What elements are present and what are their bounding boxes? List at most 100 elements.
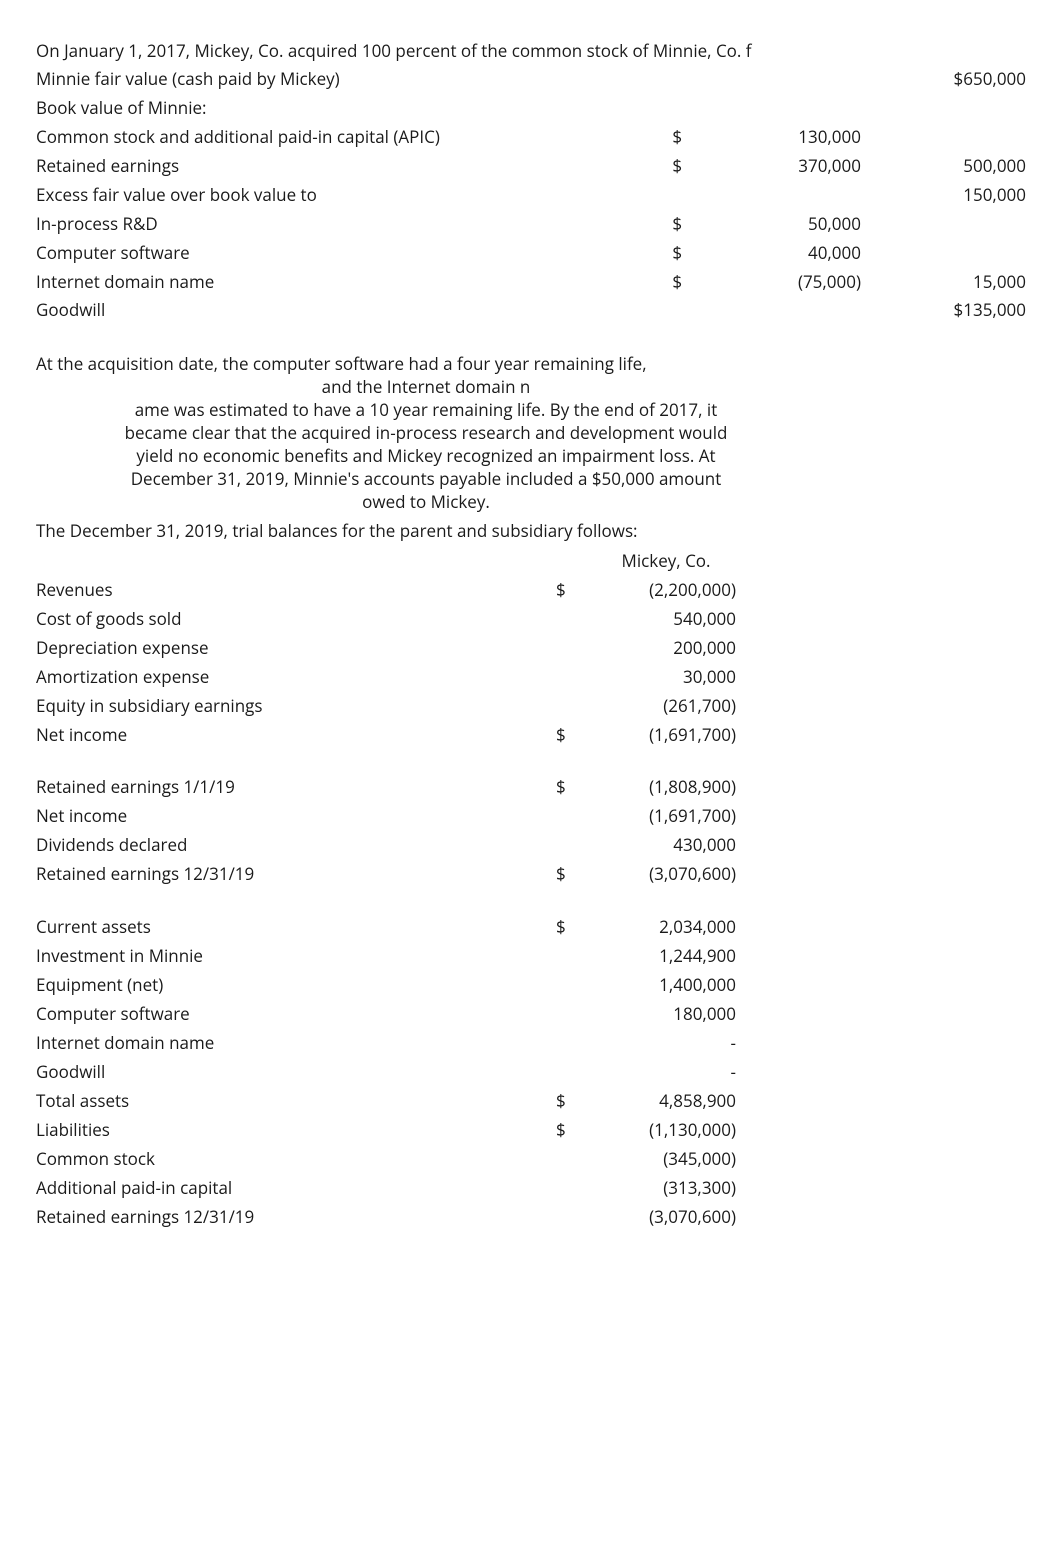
tb-row-amt: 30,000 xyxy=(596,663,736,692)
tb-row-cur: $ xyxy=(556,773,596,802)
tb-row-label: Revenues xyxy=(36,576,556,605)
alloc-row-label: Goodwill xyxy=(36,296,672,325)
tb-row-amt: (1,808,900) xyxy=(596,773,736,802)
alloc-row-amt: 40,000 xyxy=(720,239,861,268)
fv-label: Minnie fair value (cash paid by Mickey) xyxy=(36,65,672,94)
narrative-p2e: owed to Mickey. xyxy=(36,491,816,514)
tb-row-amt: (3,070,600) xyxy=(596,860,736,889)
tb-row-label: Common stock xyxy=(36,1145,556,1174)
tb-row-amt: 1,244,900 xyxy=(596,942,736,971)
bv-row-tot: 500,000 xyxy=(861,152,1026,181)
tb-row-amt: (1,691,700) xyxy=(596,721,736,750)
tb-row-amt: - xyxy=(596,1058,736,1087)
alloc-row-tot: 15,000 xyxy=(861,268,1026,297)
alloc-row-cur: $ xyxy=(672,239,719,268)
tb-row-label: Liabilities xyxy=(36,1116,556,1145)
tb-row-amt: (345,000) xyxy=(596,1145,736,1174)
narrative-p2a: ame was estimated to have a 10 year rema… xyxy=(36,399,816,422)
alloc-row-amt xyxy=(720,296,861,325)
tb-row-amt: 540,000 xyxy=(596,605,736,634)
tb-row-label: Net income xyxy=(36,721,556,750)
excess-label: Excess fair value over book value to xyxy=(36,181,672,210)
tb-row-cur: $ xyxy=(556,576,596,605)
narrative-p2c: yield no economic benefits and Mickey re… xyxy=(36,445,816,468)
tb-row-amt: 1,400,000 xyxy=(596,971,736,1000)
tb-row-amt: 430,000 xyxy=(596,831,736,860)
alloc-row-label: Computer software xyxy=(36,239,672,268)
narrative-p1a: At the acquisition date, the computer so… xyxy=(36,353,1026,376)
tb-row-label: Investment in Minnie xyxy=(36,942,556,971)
bv-row-cur: $ xyxy=(672,152,719,181)
acquisition-table: Minnie fair value (cash paid by Mickey) … xyxy=(36,65,1026,325)
alloc-row-amt: (75,000) xyxy=(720,268,861,297)
tb-row-cur xyxy=(556,1203,596,1232)
tb-row-label: Current assets xyxy=(36,913,556,942)
narrative-p3: The December 31, 2019, trial balances fo… xyxy=(36,520,1026,543)
intro-line1: On January 1, 2017, Mickey, Co. acquired… xyxy=(36,40,1026,63)
narrative-p1b: and the Internet domain n xyxy=(36,376,816,399)
tb-row-cur xyxy=(556,942,596,971)
tb-row-label: Internet domain name xyxy=(36,1029,556,1058)
tb-row-amt: (3,070,600) xyxy=(596,1203,736,1232)
tb-row-label: Additional paid-in capital xyxy=(36,1174,556,1203)
tb-row-cur xyxy=(556,1029,596,1058)
tb-row-label: Retained earnings 12/31/19 xyxy=(36,860,556,889)
alloc-row-cur: $ xyxy=(672,268,719,297)
excess-tot: 150,000 xyxy=(861,181,1026,210)
tb-row-cur: $ xyxy=(556,721,596,750)
tb-row-label: Equity in subsidiary earnings xyxy=(36,692,556,721)
tb-row-cur: $ xyxy=(556,860,596,889)
tb-row-cur xyxy=(556,802,596,831)
tb-row-label: Dividends declared xyxy=(36,831,556,860)
tb-row-label: Net income xyxy=(36,802,556,831)
bv-label: Book value of Minnie: xyxy=(36,94,672,123)
trial-balance-table: Mickey, Co. Revenues$(2,200,000)Cost of … xyxy=(36,547,736,1232)
bv-row-cur: $ xyxy=(672,123,719,152)
tb-row-label: Amortization expense xyxy=(36,663,556,692)
tb-row-amt: - xyxy=(596,1029,736,1058)
tb-row-amt: (261,700) xyxy=(596,692,736,721)
alloc-row-tot xyxy=(861,210,1026,239)
tb-row-cur xyxy=(556,1145,596,1174)
tb-row-label: Depreciation expense xyxy=(36,634,556,663)
bv-row-label: Retained earnings xyxy=(36,152,672,181)
tb-row-label: Total assets xyxy=(36,1087,556,1116)
tb-row-label: Equipment (net) xyxy=(36,971,556,1000)
tb-row-amt: (313,300) xyxy=(596,1174,736,1203)
alloc-row-cur: $ xyxy=(672,210,719,239)
tb-row-cur: $ xyxy=(556,1116,596,1145)
tb-row-cur: $ xyxy=(556,913,596,942)
tb-row-cur xyxy=(556,1058,596,1087)
tb-row-amt: (2,200,000) xyxy=(596,576,736,605)
tb-row-cur xyxy=(556,634,596,663)
tb-row-cur xyxy=(556,663,596,692)
tb-row-cur xyxy=(556,605,596,634)
tb-row-cur xyxy=(556,1000,596,1029)
narrative-p2d: December 31, 2019, Minnie's accounts pay… xyxy=(36,468,816,491)
bv-row-amt: 370,000 xyxy=(720,152,861,181)
alloc-row-tot xyxy=(861,239,1026,268)
tb-row-label: Retained earnings 1/1/19 xyxy=(36,773,556,802)
tb-row-label: Retained earnings 12/31/19 xyxy=(36,1203,556,1232)
tb-row-amt: 4,858,900 xyxy=(596,1087,736,1116)
tb-header: Mickey, Co. xyxy=(596,547,736,576)
tb-row-cur xyxy=(556,971,596,1000)
tb-row-cur xyxy=(556,831,596,860)
alloc-row-tot: $135,000 xyxy=(861,296,1026,325)
tb-row-amt: 200,000 xyxy=(596,634,736,663)
tb-row-amt: 2,034,000 xyxy=(596,913,736,942)
narrative-p2b: became clear that the acquired in-proces… xyxy=(36,422,816,445)
alloc-row-label: Internet domain name xyxy=(36,268,672,297)
tb-row-label: Goodwill xyxy=(36,1058,556,1087)
fv-amount: $650,000 xyxy=(861,65,1026,94)
tb-row-amt: (1,130,000) xyxy=(596,1116,736,1145)
tb-row-cur xyxy=(556,692,596,721)
tb-row-amt: 180,000 xyxy=(596,1000,736,1029)
alloc-row-label: In-process R&D xyxy=(36,210,672,239)
tb-row-label: Cost of goods sold xyxy=(36,605,556,634)
bv-row-amt: 130,000 xyxy=(720,123,861,152)
alloc-row-cur xyxy=(672,296,719,325)
bv-row-label: Common stock and additional paid-in capi… xyxy=(36,123,672,152)
tb-row-cur xyxy=(556,1174,596,1203)
tb-row-amt: (1,691,700) xyxy=(596,802,736,831)
